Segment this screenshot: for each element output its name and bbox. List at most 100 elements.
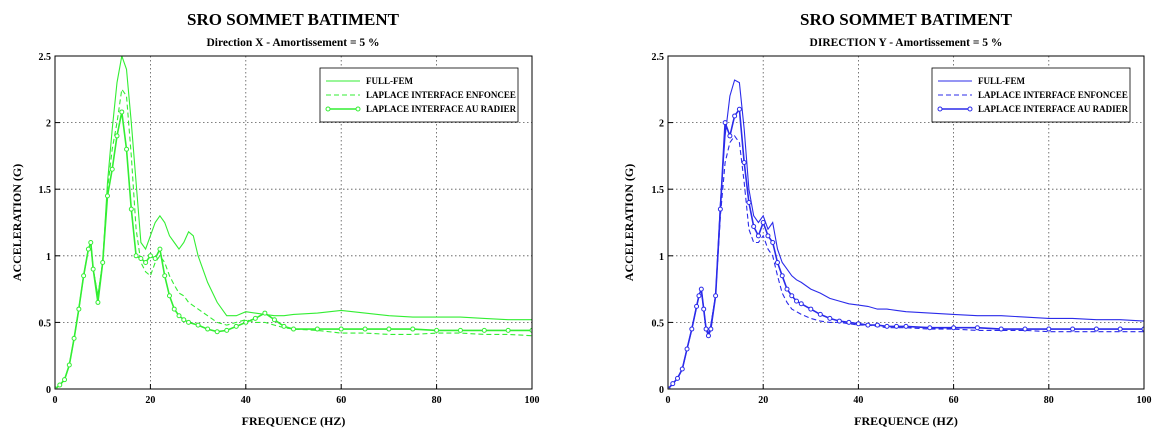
chart-1-series-3-point (62, 377, 68, 383)
chart-1-series-3-point (114, 133, 120, 139)
chart-2-series-3-point (760, 220, 766, 225)
chart-2-series-3-point (746, 200, 752, 206)
chart-1-y-axis-label: ACCELERATION (G) (10, 164, 24, 281)
chart-2-series-3-point (855, 321, 861, 327)
chart-panel-1: SRO SOMMET BATIMENT Direction X - Amortis… (10, 10, 540, 428)
chart-1-series-3-point (481, 327, 487, 333)
chart-2-series-3-point (736, 106, 742, 112)
chart-2-legend-label-3: LAPLACE INTERFACE AU RADIER (978, 104, 1129, 114)
chart-1-xtick-label: 80 (432, 395, 442, 406)
chart-2-series-3-point (779, 273, 785, 279)
chart-2-series-3-point (903, 323, 909, 329)
chart-2-legend-label-2: LAPLACE INTERFACE ENFONCEE (978, 90, 1128, 100)
chart-1-series-3-point (95, 299, 101, 305)
chart-2-series-2 (668, 134, 1144, 389)
chart-1-ytick-label: 2 (46, 119, 51, 130)
chart-2-series-3-point (974, 325, 980, 331)
chart-1-series-3-point (205, 326, 211, 332)
chart-2-series-3-point (998, 326, 1004, 332)
chart-2-ytick-label: 2 (659, 119, 664, 130)
chart-2-series-3-point (1117, 326, 1123, 332)
chart-2-series-3-point (1093, 326, 1099, 332)
chart-2-series-3-point (865, 322, 871, 328)
chart-1-series-3-point (252, 315, 258, 321)
chart-2-series-2-line (668, 134, 1144, 389)
chart-2-series-3-point (798, 301, 804, 307)
chart-1-series-3-point (233, 323, 239, 329)
chart-1-legend-label-1: FULL-FEM (366, 76, 414, 86)
chart-1-legend-label-3: LAPLACE INTERFACE AU RADIER (366, 104, 517, 114)
chart-1-series-3-point (76, 306, 82, 312)
chart-1-x-axis-label: FREQUENCE (HZ) (242, 414, 346, 428)
chart-2-series-3-point (741, 160, 747, 166)
chart-1-subtitle: Direction X - Amortissement = 5 % (206, 37, 379, 49)
chart-2-xtick-label: 80 (1044, 395, 1054, 406)
chart-panel-2: SRO SOMMET BATIMENT DIRECTION Y - Amortis… (622, 10, 1152, 428)
chart-1-series-3-point (338, 326, 344, 332)
chart-1-series-3-point (314, 326, 320, 332)
chart-1-series-3-point (171, 306, 177, 312)
chart-2-title: SRO SOMMET BATIMENT (800, 10, 1013, 29)
chart-2-series-3-point (701, 306, 707, 312)
chart-1-series-3-point (362, 326, 368, 332)
chart-1-ytick-label: 0 (46, 385, 51, 396)
chart-1-ytick-label: 0.5 (39, 318, 52, 329)
chart-2-xtick-label: 20 (758, 395, 768, 406)
chart-1-series-3-point (434, 327, 440, 333)
chart-1-series-3-point (505, 327, 511, 333)
chart-1-xtick-label: 0 (53, 395, 58, 406)
chart-1-series-3-point (214, 329, 220, 335)
chart-2-legend-marker (937, 106, 943, 112)
chart-2-legend-label-1: FULL-FEM (978, 76, 1026, 86)
chart-1-xtick-label: 20 (145, 395, 155, 406)
chart-1-legend-label-2: LAPLACE INTERFACE ENFONCEE (366, 90, 516, 100)
chart-2-series-3-point (755, 233, 761, 239)
chart-2-series-3-point (770, 239, 776, 245)
chart-1-series-3-point (176, 313, 182, 319)
chart-2-series-3-point (808, 306, 814, 312)
chart-2-series-3-point (893, 323, 899, 329)
chart-1-xtick-label: 60 (336, 395, 346, 406)
chart-1-series-3-point (262, 310, 268, 316)
chart-1-series-3-point (128, 206, 134, 212)
chart-2-y-axis-label: ACCELERATION (G) (622, 164, 636, 281)
chart-1-series-3-point (71, 335, 77, 341)
chart-1-series-3-point (457, 327, 463, 333)
chart-1-series-3-point (162, 273, 168, 279)
chart-2-series-3-point (817, 311, 823, 317)
chart-2-ytick-label: 2.5 (652, 52, 665, 63)
chart-1-ytick-label: 2.5 (39, 52, 52, 63)
chart-1-series-3-point (386, 326, 392, 332)
chart-2-series-3-point (698, 286, 704, 292)
chart-1-series-3-point (124, 146, 130, 152)
chart-1-plot-frame (54, 55, 533, 390)
chart-2-series-3-point (679, 366, 685, 372)
chart-2-series-1-line (668, 79, 1144, 389)
chart-1-series-3-point (243, 319, 249, 325)
chart-2-series-3-point (694, 303, 700, 309)
chart-2-series-3-point (717, 206, 723, 212)
chart-2-series-3-point (794, 298, 800, 304)
chart-1-series-3 (55, 109, 532, 389)
chart-1-legend-marker (325, 106, 331, 112)
chart-1-series-3-point (157, 246, 163, 252)
chart-2-series-3-point (684, 346, 690, 352)
chart-2-series-3-point (708, 326, 714, 332)
chart-2-series-3-point (689, 326, 695, 332)
chart-2-series-3-point (951, 325, 957, 331)
chart-1-series-3-point (90, 266, 96, 272)
chart-1-series-3-point (81, 273, 87, 279)
chart-2-series-3-point (836, 318, 842, 324)
chart-2-series-3-point (1046, 326, 1052, 332)
chart-1-series-3-point (291, 326, 296, 332)
chart-2-xtick-label: 100 (1137, 395, 1152, 406)
chart-1-series-3-point (100, 259, 106, 265)
chart-1-series-3-point (224, 327, 230, 333)
chart-2-series-3-point (1022, 326, 1028, 332)
chart-2-series-3-point (705, 333, 711, 339)
chart-1-series-3-point (66, 362, 72, 368)
chart-1-series-3-point (186, 319, 192, 325)
chart-1-series-3-point (57, 382, 63, 388)
chart-1-series-2 (55, 87, 532, 389)
chart-1-series-3-point (281, 323, 287, 329)
